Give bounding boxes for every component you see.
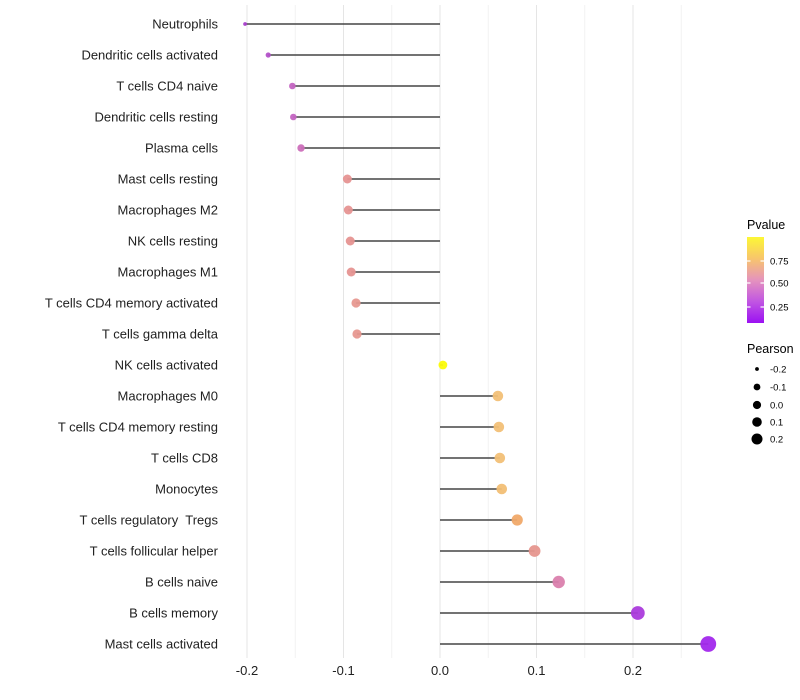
category-label: T cells CD4 memory activated xyxy=(45,296,218,311)
pearson-legend-title: Pearson xyxy=(747,342,794,356)
x-axis-tick-labels: -0.2 -0.1 0.0 0.1 0.2 xyxy=(236,663,642,678)
lollipop-dot xyxy=(511,514,523,526)
pearson-size-dot xyxy=(752,400,762,410)
lollipop-dot xyxy=(552,575,565,589)
category-axis-labels: Neutrophils Dendritic cells activated T ce… xyxy=(45,17,219,652)
pvalue-tick-label: 0.25 xyxy=(770,303,789,314)
pearson-size-label: 0.1 xyxy=(770,418,783,429)
pearson-size-label: 0.0 xyxy=(770,401,783,412)
category-label: T cells CD8 xyxy=(151,451,218,466)
lollipop-dot xyxy=(342,174,352,184)
category-label: Monocytes xyxy=(155,482,218,497)
lollipop-dot xyxy=(345,236,355,246)
x-tick-label: -0.2 xyxy=(236,663,258,678)
lollipop-dot xyxy=(243,22,247,26)
lollipop-dot xyxy=(630,606,645,620)
lollipop-dot xyxy=(351,298,361,308)
lollipop-dot xyxy=(496,483,508,495)
x-tick-label: 0.2 xyxy=(624,663,642,678)
pearson-size-label: 0.2 xyxy=(770,435,783,446)
pearson-size-label: -0.1 xyxy=(770,383,786,394)
lollipop-dot xyxy=(352,329,362,339)
category-label: Mast cells resting xyxy=(118,172,218,187)
pvalue-color-legend: Pvalue 0.75 0.50 0.25 xyxy=(747,218,789,323)
pvalue-tick-label: 0.50 xyxy=(770,279,789,290)
category-label: T cells follicular helper xyxy=(90,544,219,559)
category-label: T cells CD4 memory resting xyxy=(58,420,218,435)
lollipop-dot xyxy=(700,636,717,652)
lollipop-stems xyxy=(245,23,709,645)
category-label: Neutrophils xyxy=(152,17,218,32)
pearson-size-legend: Pearson -0.2 -0.1 0.0 0.1 0.2 xyxy=(747,342,794,446)
category-label: T cells CD4 naive xyxy=(116,79,218,94)
pearson-size-label: -0.2 xyxy=(770,365,786,376)
x-tick-label: 0.1 xyxy=(527,663,545,678)
pvalue-tick-label: 0.75 xyxy=(770,257,789,268)
gridlines xyxy=(246,5,682,658)
lollipop-dot xyxy=(493,421,505,433)
category-label: Macrophages M1 xyxy=(118,265,218,280)
category-label: T cells regulatory Tregs xyxy=(80,513,219,528)
category-label: Dendritic cells resting xyxy=(94,110,218,125)
lollipop-dot xyxy=(265,52,271,58)
lollipop-dot xyxy=(528,545,541,557)
pearson-size-dot xyxy=(753,383,761,391)
category-label: Mast cells activated xyxy=(105,637,218,652)
category-label: Macrophages M2 xyxy=(118,203,218,218)
pvalue-legend-title: Pvalue xyxy=(747,218,785,232)
category-label: Plasma cells xyxy=(145,141,218,156)
category-label: B cells naive xyxy=(145,575,218,590)
lollipop-dot xyxy=(492,390,504,402)
category-label: Dendritic cells activated xyxy=(81,48,218,63)
x-tick-label: 0.0 xyxy=(431,663,449,678)
pvalue-gradient-bar xyxy=(747,237,764,323)
lollipop-dot xyxy=(438,360,448,370)
pearson-size-dot xyxy=(755,367,759,371)
lollipop-dot xyxy=(297,144,305,152)
pearson-size-dot xyxy=(751,433,763,445)
lollipop-dot xyxy=(290,113,297,121)
category-label: NK cells activated xyxy=(115,358,218,373)
lollipop-dot xyxy=(289,82,296,90)
lollipop-dots xyxy=(243,22,717,652)
category-label: NK cells resting xyxy=(128,234,218,249)
category-label: B cells memory xyxy=(129,606,218,621)
category-label: T cells gamma delta xyxy=(102,327,219,342)
lollipop-dot xyxy=(494,452,506,464)
lollipop-dot xyxy=(343,205,353,215)
x-tick-label: -0.1 xyxy=(332,663,354,678)
lollipop-dot xyxy=(346,267,356,277)
category-label: Macrophages M0 xyxy=(118,389,218,404)
pearson-size-dot xyxy=(752,417,762,427)
